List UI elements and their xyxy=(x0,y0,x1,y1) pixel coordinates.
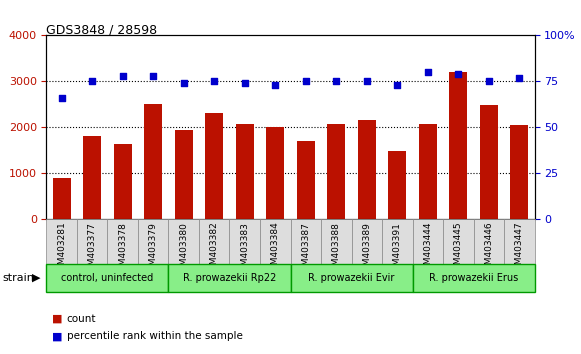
FancyBboxPatch shape xyxy=(46,219,77,264)
Bar xyxy=(418,124,437,219)
Point xyxy=(362,79,371,84)
Bar xyxy=(205,113,223,219)
Text: ■: ■ xyxy=(52,314,63,324)
Point xyxy=(484,79,493,84)
FancyBboxPatch shape xyxy=(138,219,168,264)
FancyBboxPatch shape xyxy=(77,219,107,264)
Text: count: count xyxy=(67,314,96,324)
Text: GSM403383: GSM403383 xyxy=(241,222,249,276)
Text: GSM403377: GSM403377 xyxy=(88,222,96,276)
Bar xyxy=(83,136,101,219)
Text: R. prowazekii Rp22: R. prowazekii Rp22 xyxy=(183,273,276,283)
Point xyxy=(57,95,66,101)
Text: percentile rank within the sample: percentile rank within the sample xyxy=(67,331,243,341)
Text: GSM403281: GSM403281 xyxy=(58,222,66,276)
Point xyxy=(149,73,158,79)
Bar xyxy=(327,124,345,219)
FancyBboxPatch shape xyxy=(260,219,290,264)
Bar xyxy=(357,120,376,219)
FancyBboxPatch shape xyxy=(229,219,260,264)
Point xyxy=(88,79,97,84)
Bar xyxy=(114,143,132,219)
Text: GDS3848 / 28598: GDS3848 / 28598 xyxy=(46,23,157,36)
FancyBboxPatch shape xyxy=(107,219,138,264)
Point xyxy=(515,75,524,81)
Text: GSM403378: GSM403378 xyxy=(119,222,127,276)
Bar xyxy=(236,124,254,219)
Text: ▶: ▶ xyxy=(32,273,41,283)
FancyBboxPatch shape xyxy=(443,219,474,264)
FancyBboxPatch shape xyxy=(413,264,535,292)
Text: GSM403447: GSM403447 xyxy=(515,222,523,276)
Text: GSM403380: GSM403380 xyxy=(180,222,188,276)
Text: GSM403387: GSM403387 xyxy=(302,222,310,276)
Bar xyxy=(266,127,285,219)
Text: R. prowazekii Erus: R. prowazekii Erus xyxy=(429,273,518,283)
FancyBboxPatch shape xyxy=(290,219,321,264)
FancyBboxPatch shape xyxy=(504,219,535,264)
Text: GSM403379: GSM403379 xyxy=(149,222,157,276)
Point xyxy=(179,80,188,86)
FancyBboxPatch shape xyxy=(46,264,168,292)
Text: control, uninfected: control, uninfected xyxy=(62,273,153,283)
Point xyxy=(240,80,249,86)
Text: ■: ■ xyxy=(52,331,63,341)
Text: GSM403446: GSM403446 xyxy=(485,222,493,276)
Bar xyxy=(53,178,71,219)
FancyBboxPatch shape xyxy=(168,219,199,264)
Point xyxy=(332,79,341,84)
Text: GSM403391: GSM403391 xyxy=(393,222,401,276)
Point xyxy=(454,71,463,77)
Text: GSM403444: GSM403444 xyxy=(424,222,432,276)
Text: GSM403388: GSM403388 xyxy=(332,222,340,276)
FancyBboxPatch shape xyxy=(382,219,413,264)
Bar xyxy=(388,151,406,219)
Bar xyxy=(449,72,467,219)
Text: strain: strain xyxy=(3,273,35,283)
Bar xyxy=(510,125,529,219)
Text: GSM403389: GSM403389 xyxy=(363,222,371,276)
Text: R. prowazekii Evir: R. prowazekii Evir xyxy=(309,273,394,283)
Text: GSM403445: GSM403445 xyxy=(454,222,462,276)
FancyBboxPatch shape xyxy=(352,219,382,264)
Point xyxy=(301,79,310,84)
FancyBboxPatch shape xyxy=(290,264,413,292)
FancyBboxPatch shape xyxy=(199,219,229,264)
Text: GSM403382: GSM403382 xyxy=(210,222,218,276)
Bar xyxy=(479,105,498,219)
Bar xyxy=(297,141,315,219)
Bar xyxy=(175,130,193,219)
Bar xyxy=(144,104,163,219)
FancyBboxPatch shape xyxy=(168,264,290,292)
Text: GSM403384: GSM403384 xyxy=(271,222,279,276)
Point xyxy=(210,79,219,84)
Point xyxy=(393,82,402,88)
Point xyxy=(271,82,280,88)
FancyBboxPatch shape xyxy=(321,219,352,264)
Point xyxy=(118,73,127,79)
FancyBboxPatch shape xyxy=(413,219,443,264)
Point xyxy=(423,69,432,75)
FancyBboxPatch shape xyxy=(474,219,504,264)
